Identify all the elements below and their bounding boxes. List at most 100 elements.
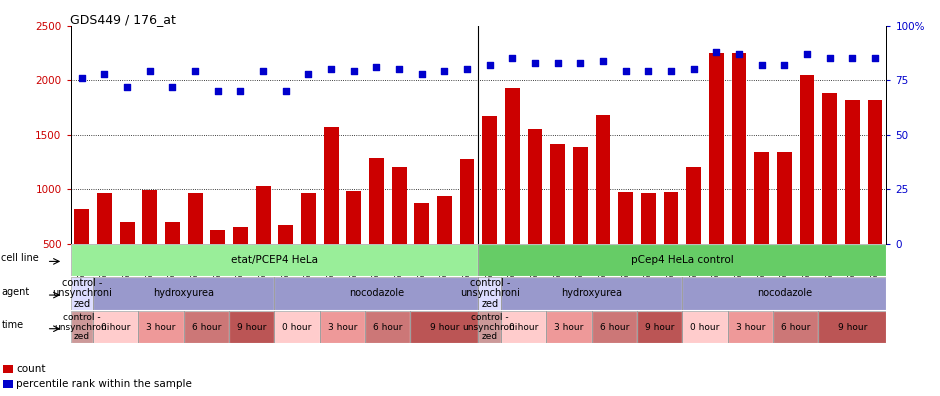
Bar [478,277,501,310]
Bar [682,311,728,343]
Bar [501,311,546,343]
Text: 3 hour: 3 hour [736,323,765,331]
Text: pCep4 HeLa control: pCep4 HeLa control [631,255,734,265]
Point [164,84,180,90]
Bar [637,311,682,343]
Bar [70,277,93,310]
Point [392,66,407,72]
Bar [478,277,501,310]
Bar [573,147,588,298]
Point [188,68,203,74]
Bar [845,100,860,298]
Bar [274,277,478,310]
Bar [274,311,320,343]
Point [845,55,860,61]
Bar [138,311,184,343]
Bar [546,311,592,343]
Bar [501,277,682,310]
Point [596,57,611,64]
Point [233,88,248,94]
Bar [229,311,274,343]
Point [142,68,157,74]
Bar [347,191,361,298]
Bar [70,244,478,276]
Bar [229,311,274,343]
Bar [70,277,93,310]
Bar [619,192,634,298]
Point [74,75,89,81]
Bar [93,311,138,343]
Bar [777,152,791,298]
Bar [320,311,365,343]
Text: 9 hour: 9 hour [645,323,675,331]
Text: percentile rank within the sample: percentile rank within the sample [16,379,192,389]
Bar [800,75,814,298]
Bar [143,190,157,298]
Bar [274,311,320,343]
Bar [596,115,610,298]
Bar [93,311,138,343]
Bar [119,222,134,298]
Bar [97,193,112,298]
Bar [70,244,478,276]
Point [776,62,791,68]
Text: 6 hour: 6 hour [192,323,221,331]
Text: 0 hour: 0 hour [102,323,131,331]
Text: control -
unsynchroni
zed: control - unsynchroni zed [52,278,112,309]
Point [550,59,565,66]
Bar [501,277,682,310]
Text: 0 hour: 0 hour [690,323,720,331]
Point [460,66,475,72]
Bar [320,311,365,343]
Bar [369,158,384,298]
Bar [501,311,546,343]
Bar [664,192,679,298]
Bar [184,311,229,343]
Point [211,88,226,94]
Point [754,62,769,68]
Bar [274,277,478,310]
Bar [637,311,682,343]
Point [323,66,338,72]
Bar [527,129,542,298]
Text: etat/PCEP4 HeLa: etat/PCEP4 HeLa [231,255,318,265]
Text: hydroxyurea: hydroxyurea [561,288,622,299]
Point [822,55,838,61]
Point [527,59,542,66]
Bar [819,311,886,343]
Point [709,49,724,55]
Bar [728,311,773,343]
Bar [592,311,637,343]
Text: time: time [1,320,24,331]
Bar [211,230,226,298]
Text: 3 hour: 3 hour [555,323,584,331]
Text: control -
unsynchroni
zed: control - unsynchroni zed [55,313,110,341]
Text: 6 hour: 6 hour [781,323,810,331]
Point [482,62,497,68]
Bar [70,311,93,343]
Bar [138,311,184,343]
Bar [478,244,886,276]
Point [437,68,452,74]
Bar [93,277,274,310]
Point [346,68,361,74]
Bar [482,116,497,298]
Text: nocodazole: nocodazole [349,288,404,299]
Bar [822,93,838,298]
Bar [641,193,656,298]
Point [641,68,656,74]
Point [868,55,883,61]
Bar [93,277,274,310]
Text: 9 hour: 9 hour [838,323,867,331]
Text: 0 hour: 0 hour [509,323,539,331]
Bar [415,203,430,298]
Text: nocodazole: nocodazole [757,288,812,299]
Text: 6 hour: 6 hour [600,323,629,331]
Bar [686,167,701,298]
Bar [188,193,202,298]
Bar [392,167,406,298]
Bar [773,311,819,343]
Text: control -
unsynchroni
zed: control - unsynchroni zed [460,278,520,309]
Point [572,59,588,66]
Text: 9 hour: 9 hour [237,323,267,331]
